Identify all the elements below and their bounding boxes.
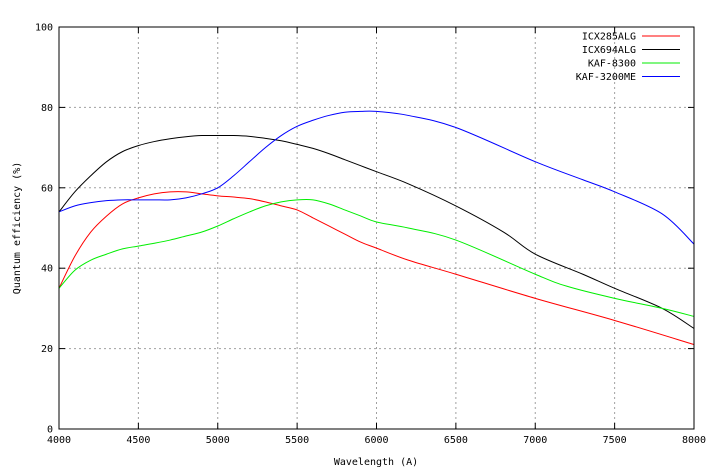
x-tick-label: 5000 [206, 435, 230, 446]
legend-entry-icx285alg: ICX285ALG [582, 32, 680, 43]
legend-label: ICX694ALG [582, 45, 636, 56]
x-tick-label: 6000 [364, 435, 388, 446]
x-tick-label: 7500 [603, 435, 627, 446]
series-line-icx694alg [58, 134, 695, 329]
y-tick-label: 40 [41, 264, 53, 275]
y-axis-label: Quantum efficiency (%) [12, 162, 23, 294]
x-tick-label: 4500 [126, 435, 150, 446]
x-tick-label: 4000 [47, 435, 71, 446]
y-tick-label: 20 [41, 344, 53, 355]
series-layer [58, 110, 695, 346]
grid [59, 27, 694, 429]
x-tick-label: 8000 [682, 435, 706, 446]
series-line-icx285alg [58, 191, 695, 346]
x-tick-label: 7000 [523, 435, 547, 446]
y-tick-label: 80 [41, 103, 53, 114]
y-tick-label: 60 [41, 183, 53, 194]
series-line-kaf-3200me [58, 110, 695, 245]
y-tick-label: 100 [35, 23, 53, 34]
legend-entry-kaf-8300: KAF-8300 [588, 59, 680, 70]
x-axis-label: Wavelength (A) [334, 457, 418, 468]
legend-entry-kaf-3200me: KAF-3200ME [576, 72, 680, 83]
x-tick-label: 5500 [285, 435, 309, 446]
legend-label: KAF-3200ME [576, 72, 636, 83]
legend-entry-icx694alg: ICX694ALG [582, 45, 680, 56]
legend: ICX285ALG ICX694ALG KAF-8300 KAF-3200ME [576, 32, 680, 83]
axis-ticks: 4000 4500 5000 5500 6000 6500 7000 7500 8000 0 20 4… [35, 23, 706, 447]
x-tick-label: 6500 [444, 435, 468, 446]
legend-label: KAF-8300 [588, 59, 636, 70]
y-tick-label: 0 [47, 425, 53, 436]
legend-label: ICX285ALG [582, 32, 636, 43]
series-line-kaf-8300 [58, 198, 695, 317]
